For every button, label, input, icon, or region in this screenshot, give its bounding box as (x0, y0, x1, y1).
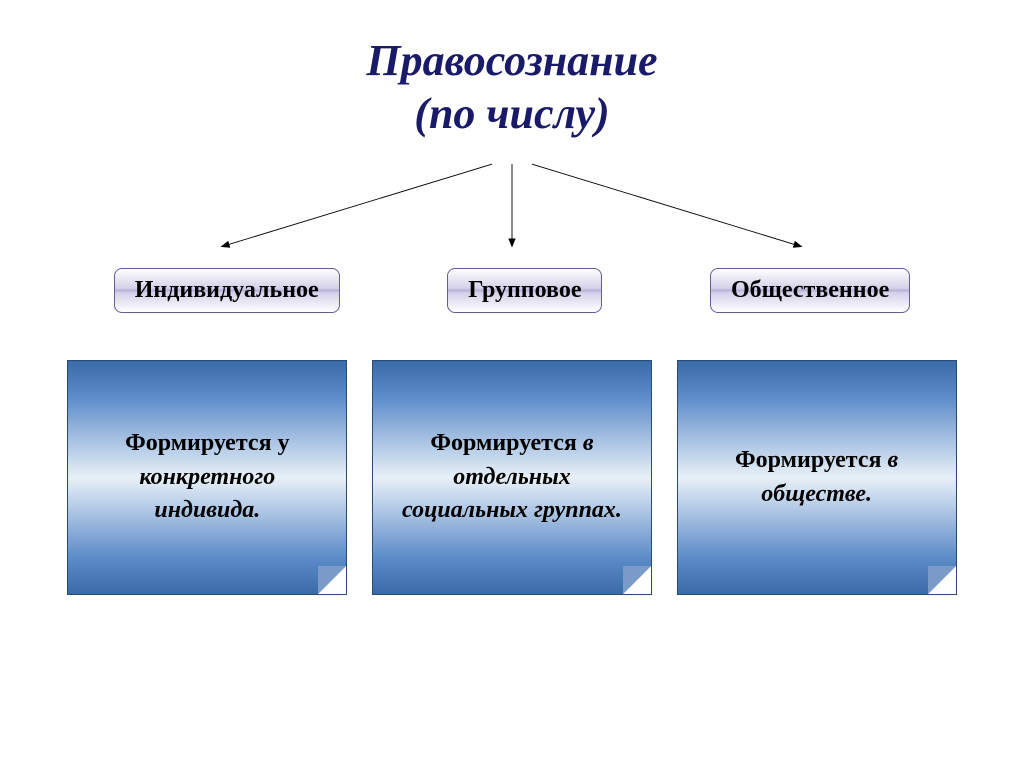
description-box-individual: Формируется у конкретного индивида. (67, 360, 347, 595)
description-text: Формируется в обществе. (698, 444, 936, 511)
description-box-social: Формируется в обществе. (677, 360, 957, 595)
description-text: Формируется в отдельных социальных групп… (393, 427, 631, 528)
title-line-1: Правосознание (0, 35, 1024, 88)
arrow-right (532, 164, 802, 246)
description-row: Формируется у конкретного индивида. Форм… (0, 360, 1024, 595)
category-label: Групповое (468, 277, 581, 303)
description-text: Формируется у конкретного индивида. (88, 427, 326, 528)
category-box-social: Общественное (710, 268, 910, 313)
title-line-2: (по числу) (0, 88, 1024, 141)
category-box-group: Групповое (447, 268, 602, 313)
arrow-left (221, 164, 491, 246)
diagram-title: Правосознание (по числу) (0, 0, 1024, 141)
description-box-group: Формируется в отдельных социальных групп… (372, 360, 652, 595)
corner-fold-icon (928, 566, 956, 594)
category-label: Общественное (731, 277, 889, 303)
category-row: Индивидуальное Групповое Общественное (0, 268, 1024, 313)
category-box-individual: Индивидуальное (114, 268, 340, 313)
corner-fold-icon (318, 566, 346, 594)
category-label: Индивидуальное (135, 277, 319, 303)
arrows-svg (0, 155, 1024, 265)
corner-fold-icon (623, 566, 651, 594)
